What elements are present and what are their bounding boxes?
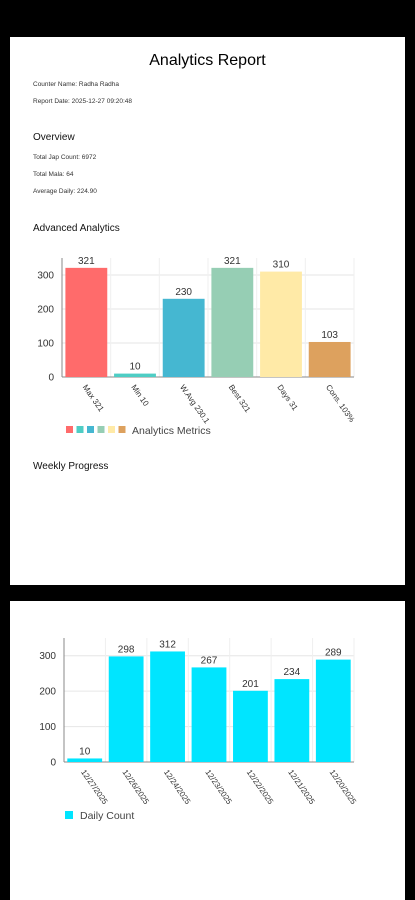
bar <box>108 656 144 762</box>
x-tick-label: W.Avg 230.1 <box>178 383 212 426</box>
x-tick-label: Min 10 <box>129 383 150 408</box>
x-tick-label: 12/22/2025 <box>245 768 276 806</box>
legend-swatch <box>87 426 94 433</box>
bar-value-label: 321 <box>224 256 241 267</box>
x-tick-label: Best 321 <box>227 383 253 414</box>
bar-value-label: 230 <box>175 287 192 298</box>
legend-swatch <box>108 426 115 433</box>
counter-name: Counter Name: Radha Radha <box>33 81 119 88</box>
legend-swatch <box>76 426 84 433</box>
x-tick-label: Max 321 <box>81 383 106 414</box>
bar <box>67 758 103 762</box>
legend-label: Analytics Metrics <box>132 425 211 437</box>
bar-value-label: 234 <box>284 667 301 678</box>
report-page-2: 0 100 200 300 10 12/27/2025 298 12/26/2025 312 12… <box>10 601 405 900</box>
bar-value-label: 103 <box>321 330 338 341</box>
bar <box>315 659 351 762</box>
bar <box>260 271 302 377</box>
y-tick-label: 200 <box>37 305 54 316</box>
bar-value-label: 298 <box>118 644 135 655</box>
x-tick-label: 12/24/2025 <box>162 768 193 806</box>
bar <box>308 341 351 377</box>
x-tick-label: Cons. 103% <box>324 383 356 424</box>
total-mala: Total Mala: 64 <box>33 171 74 178</box>
x-tick-label: 12/23/2025 <box>203 768 234 806</box>
bar-value-label: 312 <box>159 639 176 650</box>
bar <box>65 267 108 377</box>
legend-swatch <box>97 426 105 433</box>
bar-value-label: 201 <box>242 679 259 690</box>
report-date: Report Date: 2025-12-27 09:20:48 <box>33 98 133 105</box>
bar-value-label: 10 <box>129 362 141 373</box>
y-tick-label: 300 <box>37 271 54 282</box>
x-tick-label: 12/20/2025 <box>328 768 359 806</box>
legend-swatch <box>65 811 73 819</box>
report-page-1: Analytics Report Counter Name: Radha Rad… <box>10 37 405 585</box>
bar <box>162 298 205 377</box>
bar <box>114 373 156 377</box>
y-tick-label: 0 <box>50 758 56 769</box>
bar-value-label: 10 <box>79 746 91 757</box>
bar <box>150 651 185 762</box>
bar <box>191 667 227 762</box>
total-jap-count: Total Jap Count: 6972 <box>33 154 97 161</box>
x-tick-label: 12/26/2025 <box>121 768 152 806</box>
bar <box>274 679 310 762</box>
advanced-analytics-heading: Advanced Analytics <box>33 223 120 234</box>
legend-swatch <box>66 426 73 433</box>
report-title: Analytics Report <box>149 52 266 69</box>
weekly-progress-chart: 0 100 200 300 10 12/27/2025 298 12/26/2025 312 12… <box>39 638 359 822</box>
y-tick-label: 300 <box>39 651 56 662</box>
x-tick-label: 12/27/2025 <box>79 768 110 806</box>
y-tick-label: 0 <box>48 373 54 384</box>
y-tick-label: 100 <box>39 722 56 733</box>
average-daily: Average Daily: 224.90 <box>33 188 97 195</box>
advanced-analytics-chart: 0 100 200 300 321 Max 321 10 Min 10 230 W.Avg 230… <box>37 256 356 437</box>
bar-value-label: 267 <box>201 655 218 666</box>
bar-value-label: 321 <box>78 256 95 267</box>
y-tick-label: 100 <box>37 339 54 350</box>
y-tick-label: 200 <box>39 687 56 698</box>
bar-value-label: 289 <box>325 648 342 659</box>
legend-swatch <box>118 426 126 433</box>
bar <box>211 267 254 377</box>
x-tick-label: 12/21/2025 <box>286 768 317 806</box>
bar-value-label: 310 <box>273 260 290 271</box>
x-tick-label: Days 31 <box>275 383 300 413</box>
legend-label: Daily Count <box>80 810 134 822</box>
overview-heading: Overview <box>33 132 75 143</box>
weekly-progress-heading: Weekly Progress <box>33 461 109 472</box>
bar <box>233 690 268 762</box>
